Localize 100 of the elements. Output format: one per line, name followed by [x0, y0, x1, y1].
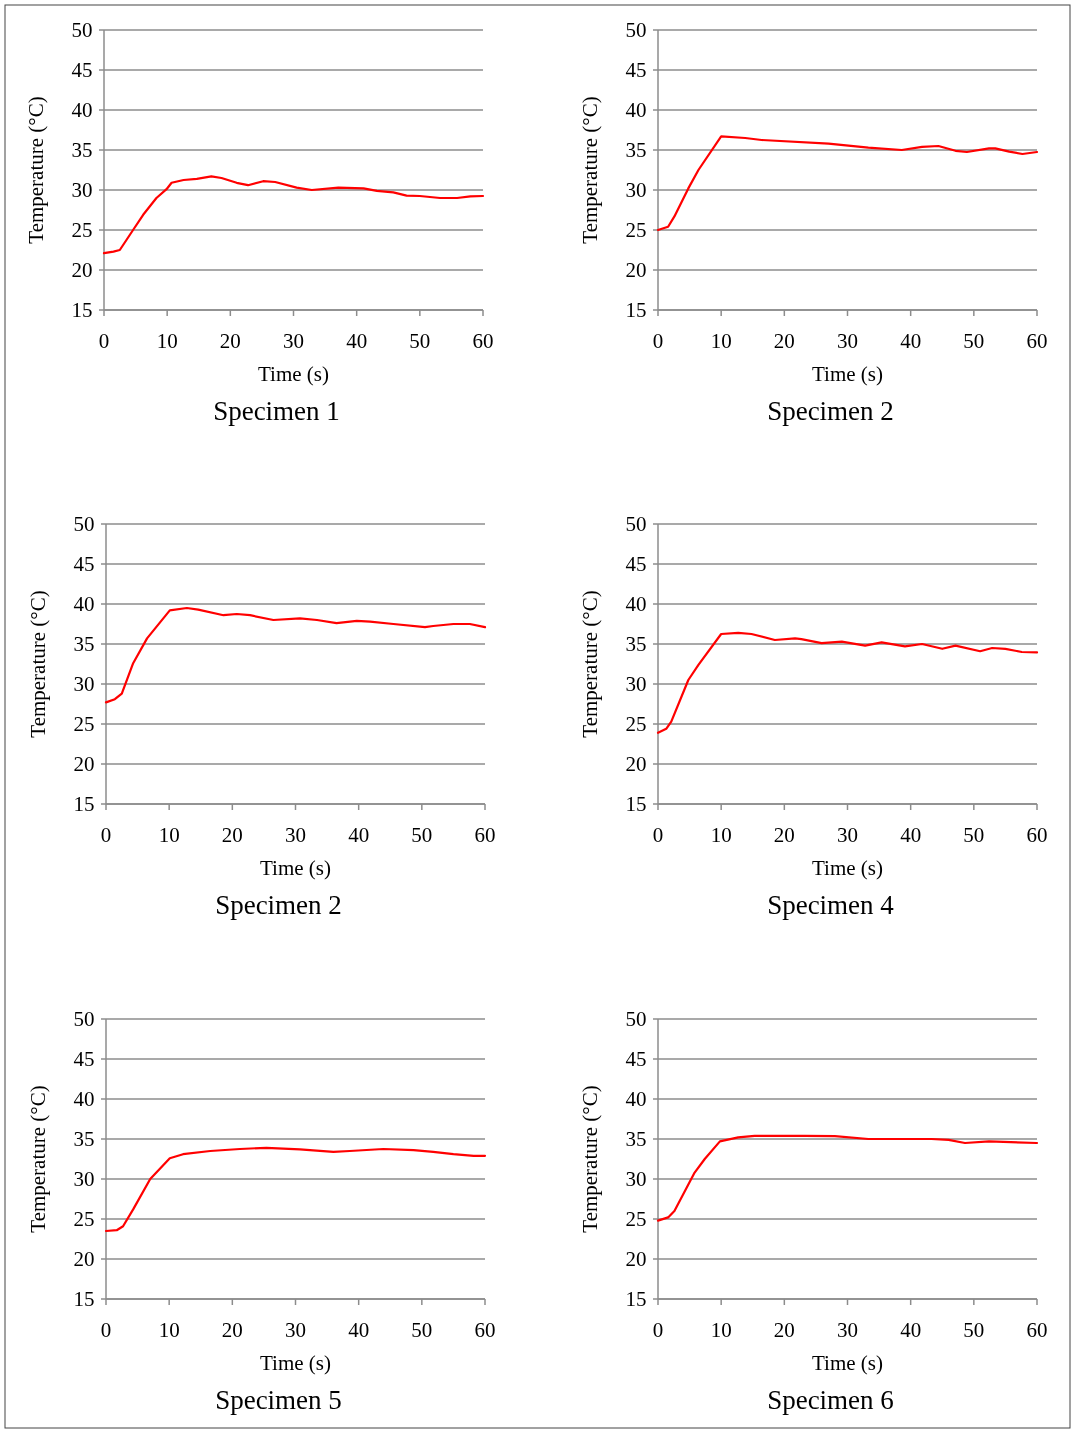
x-tick-label: 50 — [409, 329, 431, 353]
y-tick-label: 30 — [71, 178, 93, 203]
x-tick-label: 30 — [837, 329, 858, 353]
y-tick-label: 15 — [625, 298, 647, 323]
x-axis-title: Time (s) — [812, 1351, 883, 1375]
x-tick-label: 0 — [98, 329, 110, 353]
line-series — [656, 135, 1039, 232]
x-tick-label: 50 — [963, 1318, 985, 1342]
y-tick-label: 40 — [71, 98, 93, 123]
y-tick-label: 50 — [625, 512, 647, 537]
y-tick-label: 40 — [73, 592, 95, 617]
line-series — [102, 175, 485, 255]
y-tick-label: 35 — [73, 1127, 95, 1152]
y-tick-label: 20 — [73, 752, 95, 777]
y-tick-label: 15 — [71, 298, 93, 323]
x-tick-label: 50 — [411, 823, 433, 847]
x-tick-label: 10 — [710, 1318, 732, 1342]
y-tick-label: 15 — [625, 1287, 647, 1312]
x-axis-title: Time (s) — [812, 856, 883, 880]
y-tick-label: 45 — [625, 1047, 647, 1072]
text: Specimen 6 — [767, 1385, 894, 1415]
y-tick-label: 25 — [73, 1207, 95, 1232]
x-tick-label: 20 — [221, 823, 243, 847]
y-tick-label: 35 — [625, 138, 647, 163]
x-tick-label: 30 — [285, 823, 306, 847]
y-tick-label: 30 — [625, 1167, 647, 1192]
y-tick-label: 15 — [73, 792, 95, 817]
y-tick-label: 30 — [73, 1167, 95, 1192]
x-tick-label: 60 — [1026, 329, 1048, 353]
x-tick-label: 10 — [158, 1318, 180, 1342]
y-tick-label: 45 — [73, 1047, 95, 1072]
y-tick-label: 50 — [71, 18, 93, 43]
y-axis-title: Temperature (°C) — [26, 590, 50, 738]
y-tick-label: 40 — [625, 98, 647, 123]
y-tick-label: 25 — [625, 218, 647, 243]
x-tick-label: 60 — [1026, 1318, 1048, 1342]
text: Specimen 1 — [213, 396, 340, 426]
y-tick-label: 20 — [73, 1247, 95, 1272]
y-tick-label: 35 — [71, 138, 93, 163]
x-tick-label: 50 — [963, 329, 985, 353]
x-tick-label: 60 — [1026, 823, 1048, 847]
x-tick-label: 0 — [652, 329, 664, 353]
y-tick-label: 40 — [73, 1087, 95, 1112]
y-tick-label: 50 — [73, 512, 95, 537]
y-tick-label: 20 — [71, 258, 93, 283]
x-tick-label: 10 — [710, 823, 732, 847]
y-tick-label: 50 — [73, 1007, 95, 1032]
x-axis-title: Time (s) — [260, 1351, 331, 1375]
y-tick-label: 45 — [625, 552, 647, 577]
line-series — [656, 631, 1039, 734]
y-tick-label: 40 — [625, 592, 647, 617]
y-tick-label: 15 — [625, 792, 647, 817]
x-tick-label: 30 — [837, 823, 858, 847]
x-tick-label: 0 — [100, 823, 112, 847]
x-tick-label: 40 — [346, 329, 368, 353]
y-tick-label: 35 — [625, 632, 647, 657]
line-series — [104, 1146, 487, 1233]
y-axis-title: Temperature (°C) — [24, 96, 48, 244]
y-tick-label: 45 — [71, 58, 93, 83]
x-tick-label: 30 — [283, 329, 304, 353]
y-tick-label: 40 — [625, 1087, 647, 1112]
x-tick-label: 30 — [837, 1318, 858, 1342]
y-tick-label: 25 — [71, 218, 93, 243]
x-tick-label: 50 — [411, 1318, 433, 1342]
x-axis-title: Time (s) — [812, 362, 883, 386]
text: Specimen 5 — [215, 1385, 342, 1415]
y-axis-title: Temperature (°C) — [578, 96, 602, 244]
line-series — [656, 1134, 1039, 1222]
y-tick-label: 30 — [73, 672, 95, 697]
x-tick-label: 60 — [472, 329, 494, 353]
y-tick-label: 45 — [73, 552, 95, 577]
x-tick-label: 0 — [652, 1318, 664, 1342]
x-tick-label: 20 — [773, 1318, 795, 1342]
x-tick-label: 10 — [156, 329, 178, 353]
y-tick-label: 45 — [625, 58, 647, 83]
x-tick-label: 20 — [221, 1318, 243, 1342]
text: Specimen 2 — [767, 396, 894, 426]
x-tick-label: 10 — [710, 329, 732, 353]
x-tick-label: 40 — [900, 329, 922, 353]
x-tick-label: 20 — [219, 329, 241, 353]
y-tick-label: 50 — [625, 1007, 647, 1032]
y-tick-label: 35 — [73, 632, 95, 657]
x-axis-title: Time (s) — [258, 362, 329, 386]
y-tick-label: 20 — [625, 258, 647, 283]
y-axis-title: Temperature (°C) — [578, 590, 602, 738]
x-tick-label: 0 — [652, 823, 664, 847]
x-tick-label: 40 — [348, 1318, 370, 1342]
y-axis-title: Temperature (°C) — [578, 1085, 602, 1233]
x-tick-label: 30 — [285, 1318, 306, 1342]
y-tick-label: 20 — [625, 1247, 647, 1272]
y-tick-label: 25 — [625, 712, 647, 737]
x-tick-label: 10 — [158, 823, 180, 847]
x-tick-label: 60 — [474, 823, 496, 847]
text: Specimen 2 — [215, 890, 342, 920]
y-axis-title: Temperature (°C) — [26, 1085, 50, 1233]
line-series — [104, 606, 487, 704]
x-tick-label: 20 — [773, 823, 795, 847]
y-tick-label: 30 — [625, 672, 647, 697]
y-tick-label: 35 — [625, 1127, 647, 1152]
y-tick-label: 20 — [625, 752, 647, 777]
